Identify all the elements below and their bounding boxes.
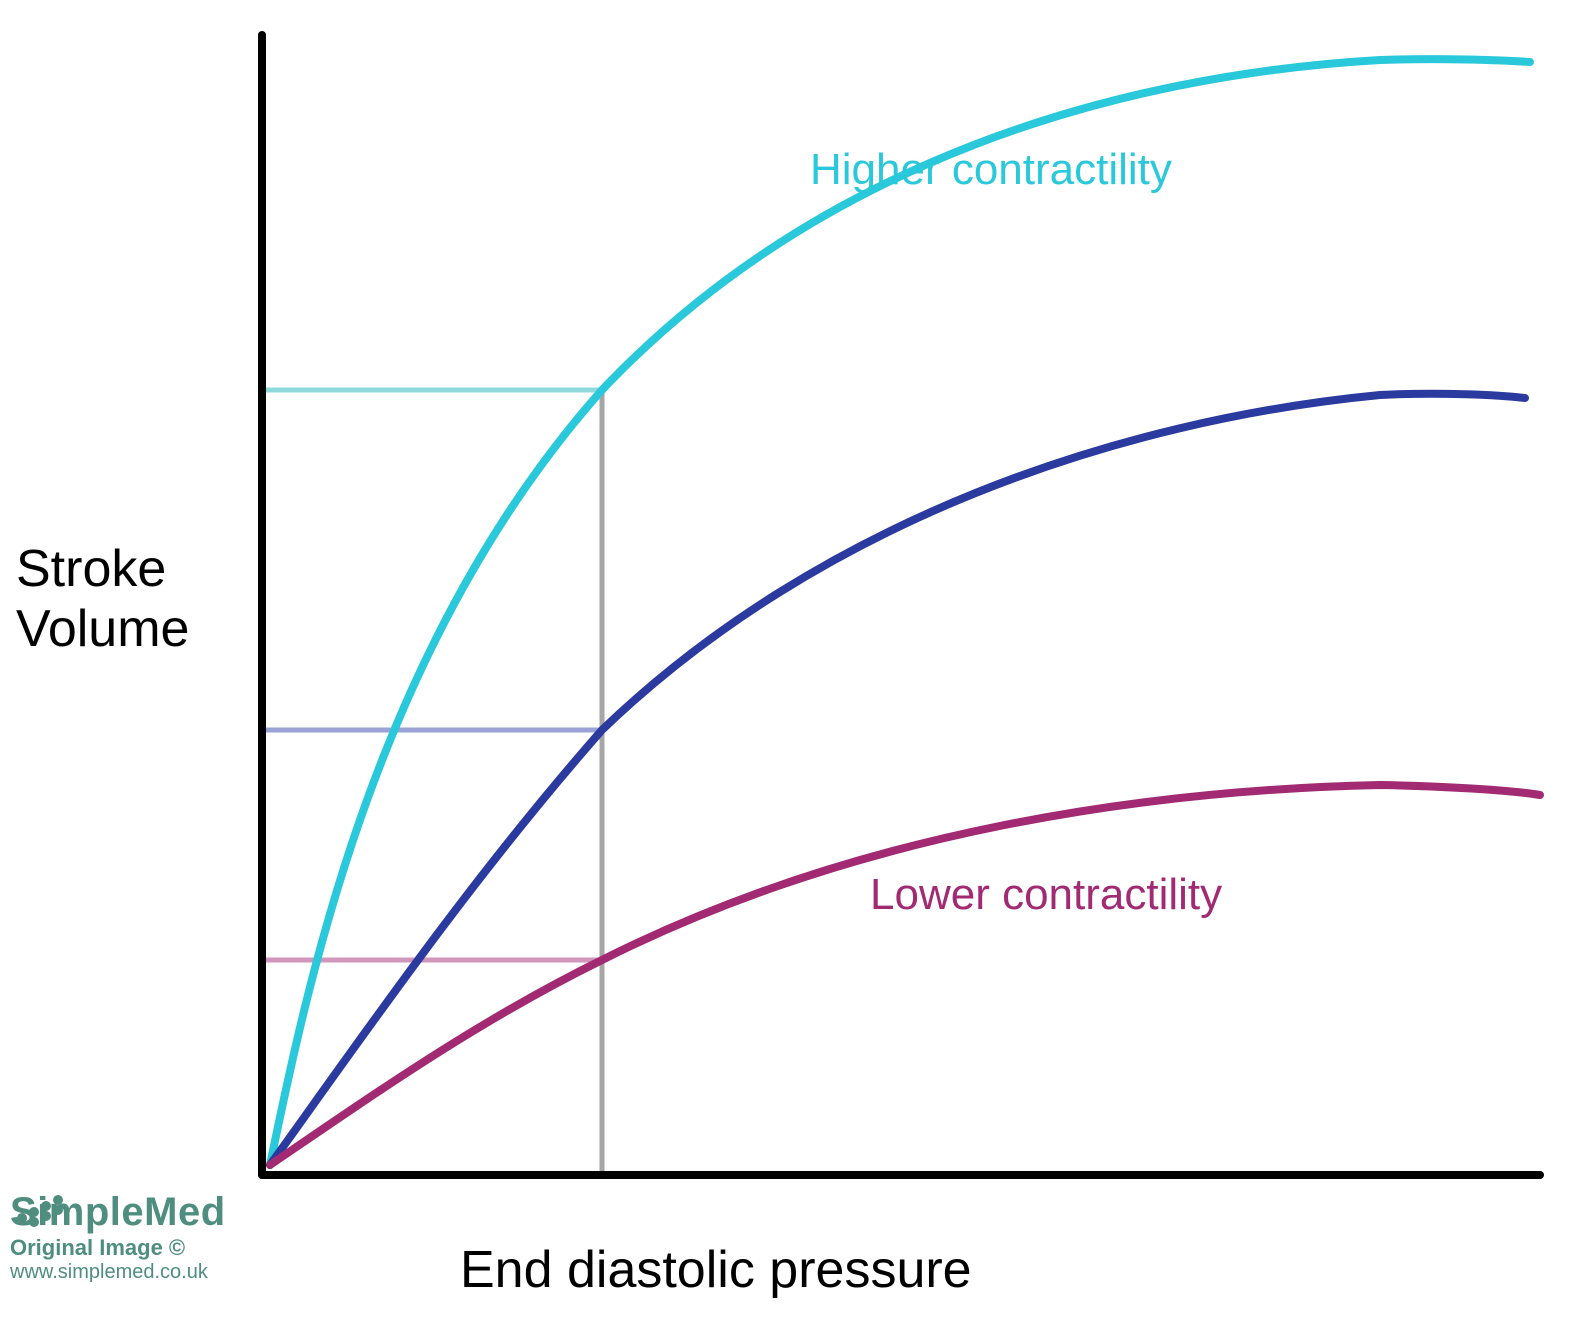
- reference-hlines: [262, 390, 602, 960]
- watermark-sub: Original Image ©: [10, 1235, 226, 1261]
- curve-higher: [270, 59, 1530, 1165]
- lower-contractility-label: Lower contractility: [870, 870, 1222, 920]
- y-axis-label-line2: Volume: [16, 600, 189, 658]
- y-axis-label: Stroke Volume: [16, 540, 189, 660]
- chart-svg: [0, 0, 1574, 1326]
- frank-starling-chart: Stroke Volume End diastolic pressure Hig…: [0, 0, 1574, 1326]
- higher-contractility-label: Higher contractility: [810, 145, 1172, 195]
- curves-group: [270, 59, 1540, 1165]
- watermark: SimpleMed Original Image © www.simplemed…: [10, 1190, 226, 1284]
- watermark-url: www.simplemed.co.uk: [10, 1261, 226, 1284]
- curve-lower: [270, 785, 1540, 1165]
- watermark-logo-icon: [10, 1190, 80, 1230]
- curve-normal: [270, 394, 1525, 1165]
- x-axis-label: End diastolic pressure: [460, 1240, 972, 1300]
- y-axis-label-line1: Stroke: [16, 540, 166, 598]
